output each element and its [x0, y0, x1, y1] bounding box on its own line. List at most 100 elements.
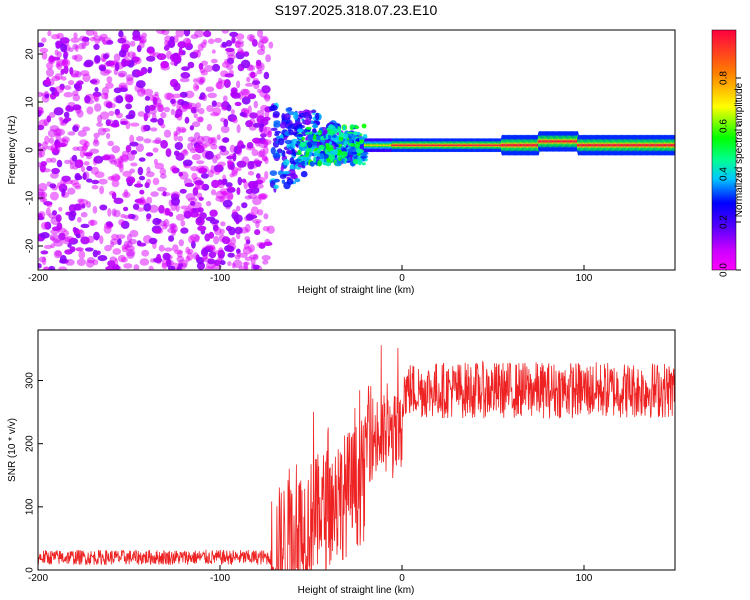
spectrogram-cell — [63, 50, 69, 58]
spectrogram-cell — [213, 235, 220, 245]
spectrogram-cell — [336, 141, 344, 145]
spectrogram-cell — [164, 247, 173, 252]
spectrogram-cell — [38, 107, 45, 116]
spectrogram-cell — [113, 209, 121, 218]
spectrogram-cell — [193, 113, 198, 119]
spectrogram-cell — [72, 125, 79, 132]
spectrogram-cell — [50, 236, 56, 241]
spectrogram-cell — [67, 131, 76, 136]
spectrogram-cell — [269, 170, 278, 177]
spectrogram-cell — [146, 55, 156, 62]
spectrogram-cell — [253, 160, 263, 165]
spectrogram-cell — [138, 40, 145, 49]
spectrogram-cell — [82, 126, 91, 132]
spectrogram-cell — [195, 182, 200, 191]
spectrogram-cell — [264, 238, 271, 246]
spectrogram-cell — [228, 186, 234, 192]
spectrogram-cell — [248, 118, 256, 125]
spectrogram-cell — [93, 231, 100, 241]
spectrogram-cell — [185, 255, 191, 262]
spectrogram-cell — [174, 249, 184, 255]
spectrogram-cell — [170, 108, 176, 116]
spectrogram-cell — [195, 49, 201, 58]
spectrogram-cell — [236, 147, 242, 156]
spectrogram-cell — [178, 239, 184, 247]
spectrogram-cell — [107, 208, 112, 217]
spectrogram-cell — [76, 258, 86, 266]
spectrogram-cell — [308, 151, 313, 158]
spectrogram-cell — [154, 97, 162, 106]
spectrogram-cell — [174, 142, 183, 150]
spectrogram-cell — [253, 100, 259, 109]
spectrogram-cell — [328, 141, 333, 145]
spectrogram-cell — [132, 35, 142, 41]
spectrogram-cell — [67, 102, 76, 107]
spectrogram-cell — [54, 73, 63, 80]
spectrogram-cell — [47, 30, 52, 37]
spectrogram-cell — [94, 39, 101, 44]
spectrogram-cell — [163, 219, 170, 228]
spectrogram-cell — [289, 157, 295, 165]
spectrogram-cell — [235, 205, 241, 212]
spectrogram-cell — [314, 132, 321, 135]
spectrogram-cell — [156, 53, 167, 61]
spectrogram-cell — [246, 76, 251, 83]
spectrogram-cell — [69, 246, 76, 253]
spectrogram-cell — [93, 31, 98, 37]
spectrogram-cell — [62, 118, 69, 124]
spectrogram-y-tick-label: 10 — [25, 96, 36, 108]
spectrogram-cell — [288, 146, 293, 150]
spectrogram-cell — [217, 164, 223, 170]
spectrogram-cell — [77, 130, 87, 137]
spectrogram-cell — [211, 263, 222, 270]
spectrogram-cell — [71, 55, 78, 60]
spectrogram-cell — [282, 171, 291, 175]
spectrogram-cell — [227, 252, 235, 258]
spectrogram-cell — [203, 30, 212, 38]
spectrogram-cell — [129, 229, 139, 238]
spectrogram-cell — [359, 139, 365, 144]
spectrogram-cell — [63, 91, 74, 98]
spectrogram-cell — [148, 265, 154, 270]
spectrogram-cell — [175, 213, 186, 221]
spectrogram-cell — [46, 202, 53, 208]
spectrogram-cell — [125, 103, 132, 110]
colorbar-tick-label: 0.8 — [719, 71, 730, 85]
spectrogram-cell — [103, 225, 112, 234]
spectrogram-cell — [231, 166, 239, 175]
spectrogram-cell — [47, 129, 58, 138]
spectrogram-cell — [337, 156, 342, 162]
spectrogram-cell — [262, 146, 269, 155]
spectrogram-cell — [178, 263, 184, 268]
spectrogram-cell — [115, 112, 123, 119]
spectrogram-cell — [243, 180, 249, 190]
spectrogram-cell — [354, 125, 360, 129]
spectrogram-cell — [148, 204, 159, 213]
spectrogram-cell — [128, 110, 136, 119]
spectrogram-cell — [145, 152, 154, 157]
spectrogram-cell — [41, 51, 48, 60]
spectrogram-cell — [305, 132, 310, 135]
spectrogram-cell — [209, 244, 216, 251]
spectrogram-cell — [283, 181, 291, 190]
spectrogram-cell — [54, 49, 59, 56]
spectrogram-cell — [71, 73, 79, 78]
spectrogram-cell — [362, 152, 369, 155]
spectrogram-cell — [198, 78, 205, 86]
spectrogram-cell — [193, 82, 199, 92]
spectrogram-cell — [90, 78, 100, 86]
spectrogram-cell — [61, 175, 71, 182]
spectrogram-cell — [78, 250, 86, 260]
spectrogram-cell — [125, 176, 136, 184]
spectrogram-cell — [211, 63, 221, 72]
spectrogram-cell — [328, 124, 334, 130]
spectrogram-cell — [169, 36, 175, 42]
spectrogram-cell — [248, 72, 258, 78]
spectrogram-cell — [248, 182, 257, 190]
snr-series-line — [38, 345, 675, 570]
spectrogram-cell — [273, 184, 279, 189]
spectrogram-cell — [51, 34, 60, 40]
spectrogram-cell — [256, 176, 266, 184]
spectrogram-cell — [250, 257, 256, 267]
spectrogram-cell — [119, 87, 128, 92]
